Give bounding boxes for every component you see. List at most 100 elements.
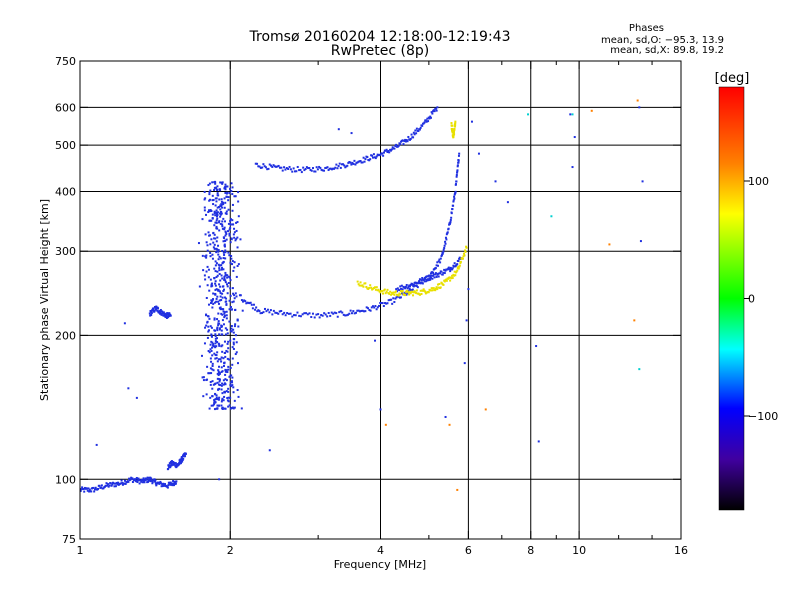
data-point: [230, 182, 233, 185]
data-point: [423, 121, 426, 124]
data-point: [235, 221, 238, 224]
data-point: [213, 401, 216, 404]
data-point: [363, 310, 366, 313]
data-point: [107, 485, 110, 488]
data-point: [219, 215, 222, 218]
data-point: [159, 482, 162, 485]
data-point: [456, 269, 459, 272]
data-point: [214, 346, 217, 349]
data-point: [205, 393, 208, 396]
data-point: [155, 484, 158, 487]
data-point: [218, 229, 221, 232]
data-point: [454, 120, 457, 123]
data-point: [571, 113, 574, 116]
data-point: [228, 404, 231, 407]
data-point: [429, 116, 432, 119]
data-point: [295, 170, 298, 173]
data-point: [214, 293, 217, 296]
data-point: [232, 391, 235, 394]
data-point: [386, 288, 389, 291]
data-point: [264, 166, 267, 169]
data-point: [86, 487, 89, 490]
data-point: [213, 186, 216, 189]
data-point: [254, 308, 257, 311]
data-point: [154, 479, 157, 482]
data-point: [343, 164, 346, 167]
data-point: [211, 194, 214, 197]
data-point: [451, 277, 454, 280]
data-point: [440, 270, 443, 273]
data-point: [216, 295, 219, 298]
data-point: [379, 408, 382, 411]
data-point: [227, 251, 230, 254]
data-point: [218, 344, 221, 347]
data-point: [217, 253, 220, 256]
data-point: [209, 348, 212, 351]
data-point: [431, 277, 434, 280]
data-point: [210, 326, 213, 329]
data-point: [328, 167, 331, 170]
data-point: [397, 144, 400, 147]
data-point: [114, 485, 117, 488]
data-point: [213, 352, 216, 355]
data-point: [217, 312, 220, 315]
data-point: [386, 302, 389, 305]
data-point: [220, 198, 223, 201]
data-point: [458, 152, 461, 155]
data-point: [350, 312, 353, 315]
data-point: [212, 241, 215, 244]
data-point: [213, 383, 216, 386]
data-point: [228, 232, 231, 235]
data-point: [215, 337, 218, 340]
data-point: [306, 313, 309, 316]
data-point: [314, 170, 317, 173]
data-point: [352, 162, 355, 165]
colorbar-tick-label: −100: [748, 410, 778, 423]
data-point: [225, 297, 228, 300]
data-point: [221, 344, 224, 347]
data-point: [106, 484, 109, 487]
data-point: [226, 332, 229, 335]
data-point: [236, 264, 239, 267]
data-point: [142, 478, 145, 481]
data-point: [203, 190, 206, 193]
data-point: [237, 263, 240, 266]
data-point: [390, 293, 393, 296]
data-point: [289, 312, 292, 315]
colorbar-tick-label: 100: [748, 175, 769, 188]
data-point: [432, 274, 435, 277]
data-point: [427, 291, 430, 294]
data-point: [119, 482, 122, 485]
data-point: [412, 136, 415, 139]
data-point: [214, 288, 217, 291]
data-point: [161, 485, 164, 488]
data-point: [434, 272, 437, 275]
data-point: [227, 196, 230, 199]
data-point: [215, 262, 218, 265]
data-point: [149, 314, 152, 317]
data-point: [205, 324, 208, 327]
data-point: [222, 357, 225, 360]
data-point: [454, 274, 457, 277]
data-point: [293, 314, 296, 317]
data-point: [339, 166, 342, 169]
data-point: [204, 326, 207, 329]
data-point: [374, 288, 377, 291]
chart-subtitle: RwPretec (8p): [331, 43, 429, 59]
data-point: [393, 301, 396, 304]
data-point: [80, 488, 83, 491]
data-point: [224, 391, 227, 394]
data-point: [209, 367, 212, 370]
data-point: [454, 123, 457, 126]
data-point: [371, 156, 374, 159]
data-point: [231, 219, 234, 222]
data-point: [227, 340, 230, 343]
data-point: [392, 297, 395, 300]
data-point: [444, 415, 447, 418]
data-point: [337, 165, 340, 168]
data-point: [227, 199, 230, 202]
data-point: [152, 307, 155, 310]
data-point: [230, 380, 233, 383]
data-point: [179, 462, 182, 465]
data-point: [430, 111, 433, 114]
